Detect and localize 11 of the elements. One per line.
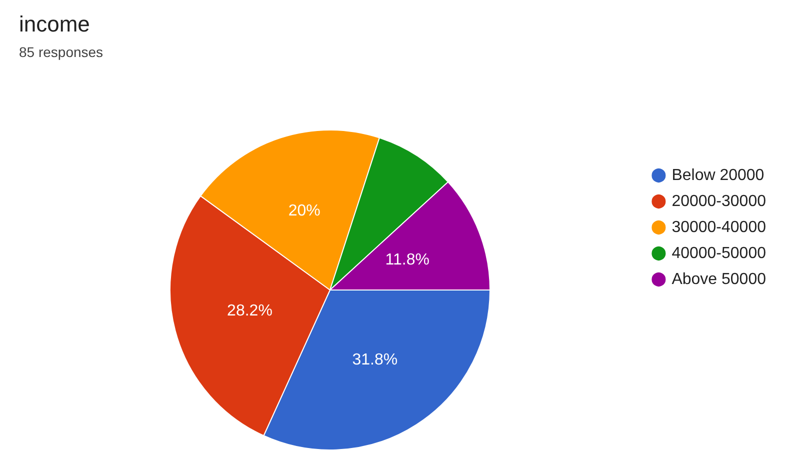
chart-subtitle: 85 responses bbox=[19, 44, 104, 60]
legend-label: Below 20000 bbox=[672, 167, 764, 184]
chart-title: income bbox=[19, 12, 90, 36]
legend-label: 30000-40000 bbox=[672, 219, 766, 236]
data-label: 11.8% bbox=[385, 251, 430, 268]
legend-label: 40000-50000 bbox=[672, 245, 766, 262]
data-label: 31.8% bbox=[352, 351, 398, 368]
data-label: 28.2% bbox=[227, 302, 272, 320]
legend-label: Above 50000 bbox=[672, 271, 766, 288]
data-label: 20% bbox=[288, 202, 320, 220]
legend-label: 20000-30000 bbox=[672, 193, 766, 210]
